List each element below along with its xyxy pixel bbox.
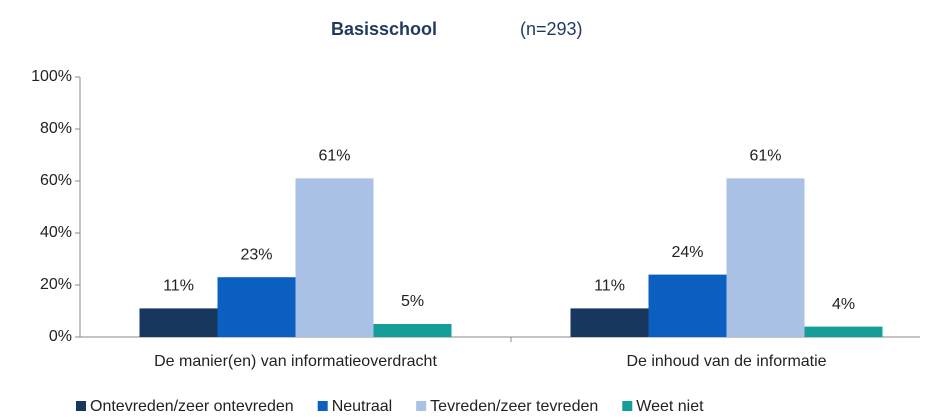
bar (726, 178, 805, 337)
y-tick-label: 40% (40, 224, 72, 241)
legend-label: Tevreden/zeer tevreden (430, 398, 598, 415)
legend-swatch (317, 401, 328, 411)
y-tick-label: 100% (31, 68, 72, 85)
value-label: 11% (594, 278, 625, 295)
bar (648, 274, 727, 337)
chart-title: Basisschool (331, 19, 437, 39)
value-label: 4% (832, 296, 855, 313)
bar (295, 178, 374, 337)
bar (373, 324, 452, 337)
bar (139, 308, 218, 337)
legend-swatch (76, 401, 86, 411)
legend-label: Weet niet (636, 398, 704, 415)
x-tick-label: De manier(en) van informatieoverdracht (154, 353, 437, 370)
x-tick-label: De inhoud van de informatie (626, 353, 826, 370)
bar (804, 326, 883, 337)
legend-swatch (622, 401, 633, 411)
bar (570, 308, 649, 337)
value-label: 24% (671, 244, 703, 261)
legend-label: Ontevreden/zeer ontevreden (90, 398, 294, 415)
chart-subtitle: (n=293) (520, 19, 583, 39)
y-tick-label: 80% (40, 120, 72, 137)
value-label: 11% (163, 278, 194, 295)
value-label: 61% (749, 148, 781, 165)
value-label: 5% (401, 293, 424, 310)
y-tick-label: 60% (40, 172, 72, 189)
legend-swatch (416, 401, 427, 411)
value-label: 23% (240, 246, 272, 263)
value-label: 61% (318, 148, 350, 165)
y-tick-label: 20% (40, 276, 72, 293)
legend-label: Neutraal (332, 398, 392, 415)
y-tick-label: 0% (49, 328, 72, 345)
bar (217, 277, 296, 337)
